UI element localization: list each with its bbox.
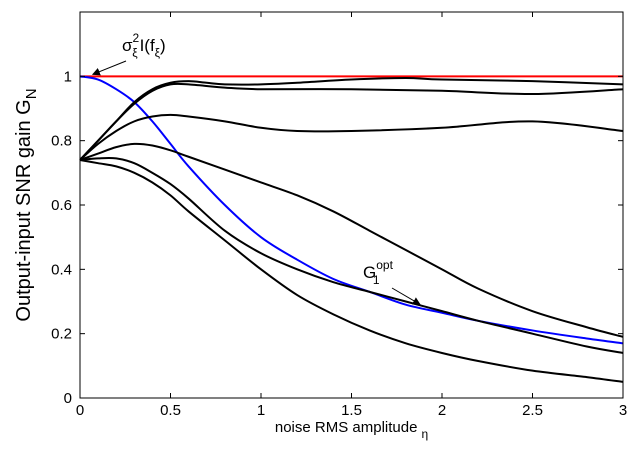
y-tick-label: 1	[64, 68, 72, 85]
annotation-g1-opt: Gopt 1	[363, 258, 421, 305]
y-tick-label: 0.4	[51, 261, 72, 278]
x-tick-label: 0.5	[160, 402, 181, 419]
x-tick-label: 2.5	[522, 402, 543, 419]
y-axis-label-sub: N	[23, 88, 40, 99]
x-axis-label: noise RMS amplitude η	[275, 419, 428, 441]
y-tick-label: 0.8	[51, 133, 72, 150]
x-tick-label: 1.5	[341, 402, 362, 419]
annot-gopt-sub: 1	[373, 273, 380, 287]
y-tick-label: 0.6	[51, 197, 72, 214]
y-axis-label-main: Output-input SNR gain G	[13, 99, 35, 321]
ticks-layer: 0 0.5 1 1.5 2 2.5 3 0 0.2 0.4 0.6 0.8 1	[51, 12, 627, 419]
series-line-3	[79, 82, 624, 161]
annot-sigma-base: σ	[122, 36, 133, 55]
y-tick-label: 0	[64, 390, 72, 407]
annot-sigma-close: )	[160, 36, 166, 55]
y-tick-label: 0.2	[51, 326, 72, 343]
series-line-4	[79, 113, 624, 161]
x-axis-label-main: noise RMS amplitude	[275, 419, 418, 436]
annot-sigma-arrow	[91, 60, 127, 76]
annot-gopt-arrow	[391, 287, 421, 305]
series-line-5	[79, 142, 624, 338]
series-layer	[79, 75, 624, 383]
series-line-1	[79, 75, 624, 345]
annot-sigma-sup: 2	[133, 31, 140, 45]
y-axis-label: Output-input SNR gain GN	[13, 88, 40, 321]
x-axis-label-sub: η	[421, 427, 428, 441]
annot-sigma-sub: ξ	[132, 46, 138, 60]
x-tick-label: 2	[438, 402, 446, 419]
annot-sigma-rest: I(f	[140, 36, 155, 55]
annotation-sigma-fisher: σ2 ξ I(fξ)	[91, 31, 166, 76]
annot-gopt-base: G	[363, 263, 376, 282]
annot-sigma-rest-sub: ξ	[155, 46, 161, 60]
series-line-7	[79, 158, 624, 383]
x-tick-label: 0	[76, 402, 84, 419]
annot-gopt-sup: opt	[376, 258, 393, 272]
x-tick-label: 1	[257, 402, 265, 419]
plot-frame	[79, 11, 624, 399]
series-line-6	[79, 156, 624, 354]
x-tick-label: 3	[619, 402, 627, 419]
